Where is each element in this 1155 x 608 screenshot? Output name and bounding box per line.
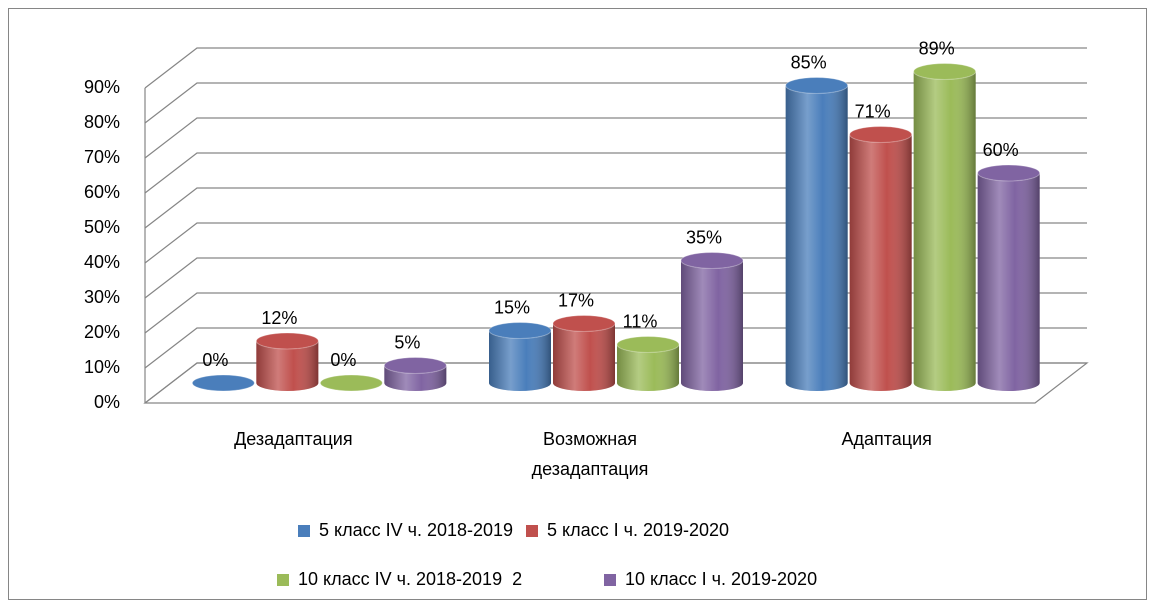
x-tick-label: Адаптация: [841, 429, 931, 449]
y-tick-label: 20%: [84, 322, 120, 342]
cylinder-shade: [785, 85, 848, 391]
legend-swatch: [298, 525, 310, 537]
value-label: 12%: [261, 308, 297, 328]
value-label: 35%: [686, 227, 722, 247]
cylinder-shade: [913, 71, 976, 391]
y-tick-label: 0%: [94, 392, 120, 412]
legend-label: 5 класс IV ч. 2018-2019: [319, 520, 513, 540]
y-tick-label: 40%: [84, 252, 120, 272]
cylinder-top: [849, 126, 913, 143]
y-tick-label: 30%: [84, 287, 120, 307]
legend-label: 5 класс I ч. 2019-2020: [547, 520, 729, 540]
value-label: 71%: [855, 101, 891, 121]
cylinder-top: [680, 252, 744, 269]
cylinder-top: [488, 322, 552, 339]
x-tick-label: Дезадаптация: [234, 429, 353, 449]
cylinder-top: [616, 336, 680, 353]
cylinder-shade: [681, 260, 743, 391]
cylinder-top: [383, 357, 447, 374]
cylinder-shade: [256, 341, 319, 391]
cylinder-top: [191, 374, 255, 392]
value-label: 85%: [791, 52, 827, 72]
y-tick-label: 10%: [84, 357, 120, 377]
cylinder-shade: [489, 330, 551, 391]
value-label: 0%: [330, 350, 356, 370]
value-label: 15%: [494, 297, 530, 317]
cylinder-top: [319, 374, 383, 392]
y-tick-label: 80%: [84, 112, 120, 132]
cylinder-top: [977, 164, 1041, 182]
cylinder-top: [785, 77, 849, 94]
legend-swatch: [277, 574, 289, 586]
legend-label: 10 класс I ч. 2019-2020: [625, 569, 817, 589]
value-label: 5%: [394, 332, 420, 352]
cylinder-shade: [977, 173, 1040, 391]
cylinder-shade: [553, 323, 615, 391]
cylinder-top: [913, 63, 977, 80]
value-label: 0%: [202, 350, 228, 370]
legend-swatch: [526, 525, 538, 537]
cylinder-shade: [384, 365, 447, 391]
cylinder-top: [255, 332, 319, 350]
x-tick-label: Возможная дезадаптация: [532, 429, 649, 479]
y-tick-label: 60%: [84, 182, 120, 202]
y-tick-label: 50%: [84, 217, 120, 237]
grid-line: [144, 47, 1087, 89]
legend-swatch: [604, 574, 616, 586]
value-label: 89%: [919, 38, 955, 58]
cylinder-shade: [617, 344, 679, 391]
y-tick-label: 90%: [84, 77, 120, 97]
cylinder-top: [552, 315, 616, 332]
legend-label: 10 класс IV ч. 2018-2019 2: [298, 569, 522, 589]
cylinder-shade: [849, 134, 912, 391]
value-label: 11%: [623, 311, 658, 331]
y-tick-label: 70%: [84, 147, 120, 167]
value-label: 17%: [558, 290, 594, 310]
value-label: 60%: [983, 140, 1019, 160]
